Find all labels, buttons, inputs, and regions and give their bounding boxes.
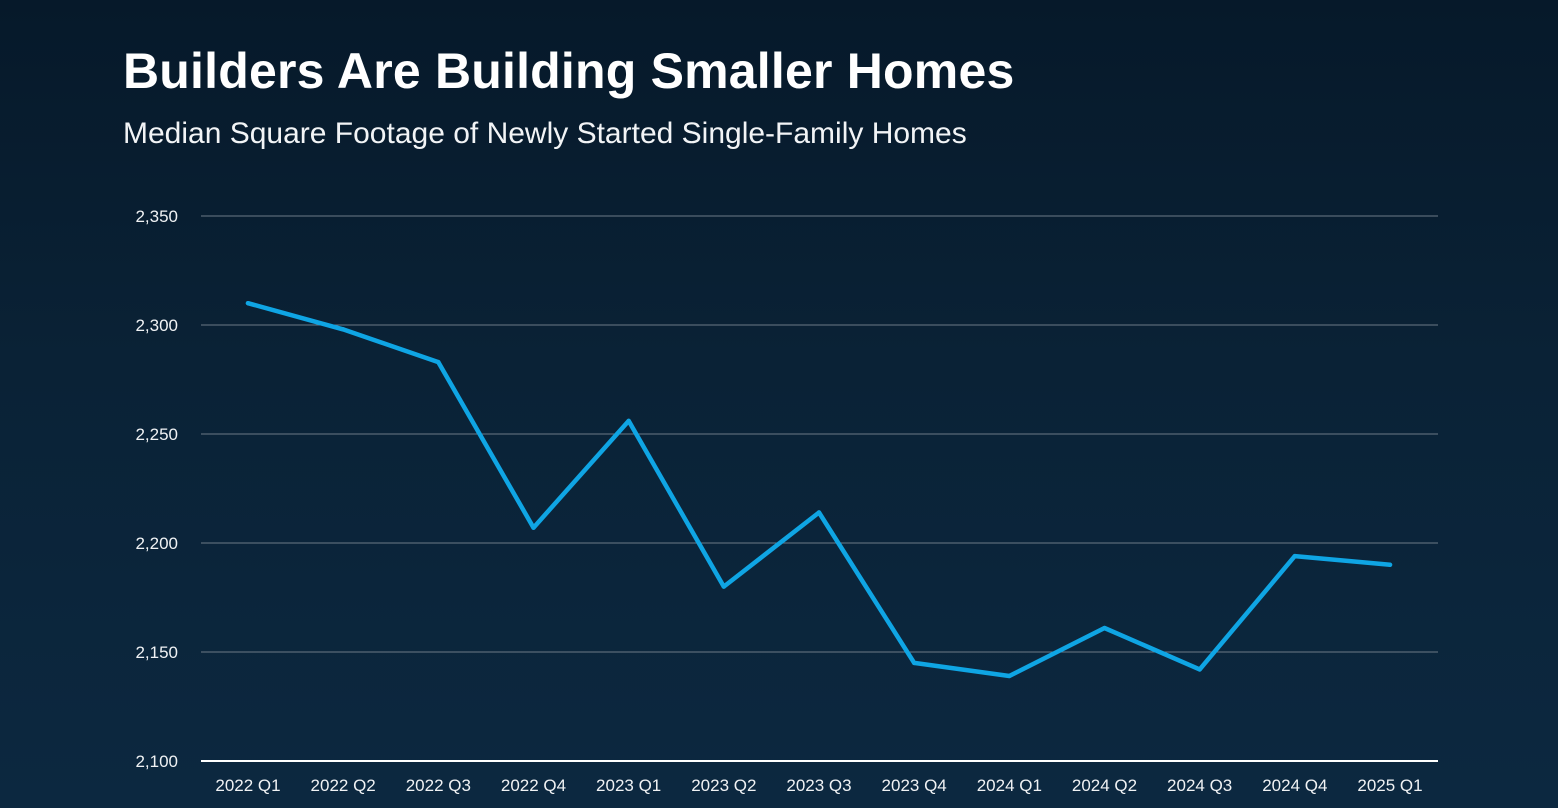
data-point: [436, 359, 441, 365]
chart-title: Builders Are Building Smaller Homes: [123, 43, 1015, 99]
data-point: [816, 510, 822, 515]
gridlines: [201, 215, 1438, 653]
x-tick-label: 2024 Q3: [1167, 776, 1232, 795]
x-axis-tick-labels: 2022 Q1 2022 Q2 2022 Q3 2022 Q4 2023 Q1 2023 …: [215, 776, 1422, 795]
series-line: [245, 300, 1393, 679]
y-tick-label: 2,250: [135, 425, 178, 444]
y-tick-label: 2,150: [135, 643, 178, 662]
series: [245, 300, 1393, 679]
x-tick-label: 2025 Q1: [1357, 776, 1422, 795]
y-tick-label: 2,350: [135, 207, 178, 226]
data-point: [1387, 562, 1393, 567]
data-point: [340, 327, 346, 332]
data-point: [1102, 625, 1107, 631]
y-tick-label: 2,100: [135, 752, 178, 771]
x-tick-label: 2023 Q2: [691, 776, 756, 795]
x-tick-label: 2023 Q1: [596, 776, 661, 795]
data-point: [1197, 667, 1202, 672]
data-point: [626, 418, 631, 424]
x-tick-label: 2024 Q1: [977, 776, 1042, 795]
y-axis-tick-labels: 2,100 2,150 2,200 2,250 2,300 2,350: [135, 207, 178, 771]
data-point: [1292, 553, 1298, 559]
y-tick-label: 2,200: [135, 534, 178, 553]
x-tick-label: 2022 Q2: [311, 776, 376, 795]
x-tick-label: 2024 Q2: [1072, 776, 1137, 795]
x-tick-label: 2022 Q3: [406, 776, 471, 795]
x-tick-label: 2022 Q4: [501, 776, 566, 795]
data-point: [245, 301, 251, 306]
data-point: [1007, 673, 1012, 679]
x-tick-label: 2022 Q1: [215, 776, 280, 795]
data-point: [531, 525, 536, 530]
x-tick-label: 2024 Q4: [1262, 776, 1327, 795]
chart-subtitle: Median Square Footage of Newly Started S…: [123, 117, 967, 150]
x-tick-label: 2023 Q3: [786, 776, 851, 795]
x-tick-label: 2023 Q4: [882, 776, 947, 795]
y-tick-label: 2,300: [135, 316, 178, 335]
data-point: [721, 584, 727, 589]
data-point: [911, 660, 917, 666]
